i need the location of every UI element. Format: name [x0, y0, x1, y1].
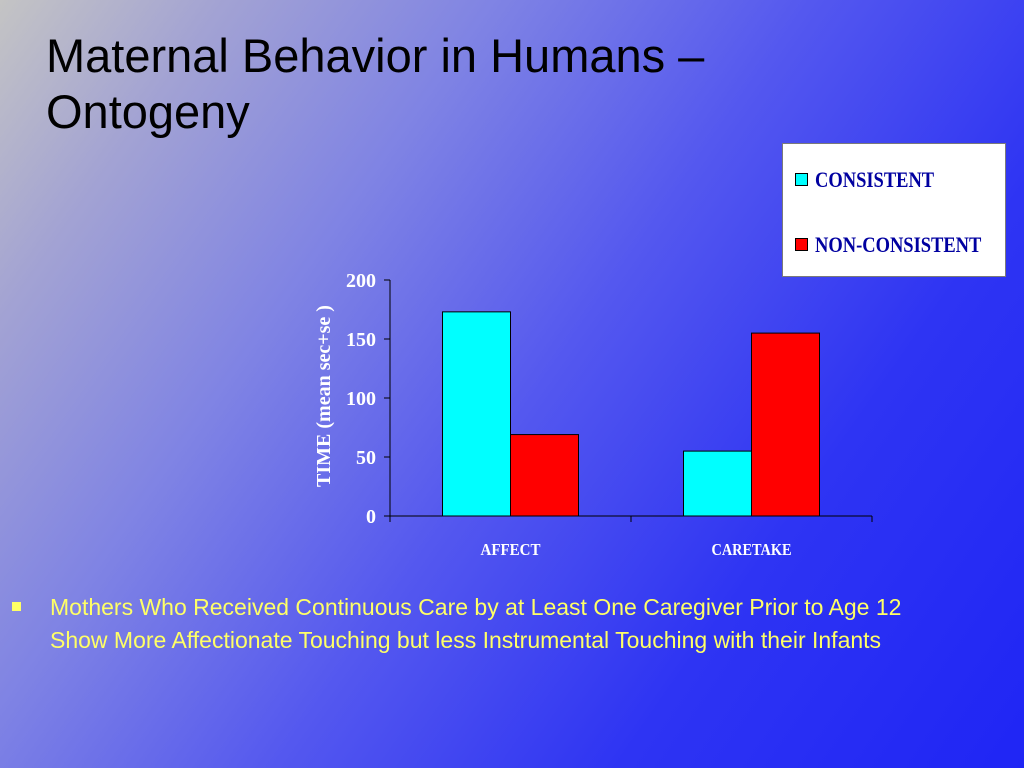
bar-caretake-non-consistent	[751, 332, 820, 517]
legend-swatch-non-consistent	[795, 238, 808, 251]
legend-label-non-consistent: NON-CONSISTENT	[815, 232, 982, 257]
legend-swatch-consistent	[795, 173, 808, 186]
x-tick-label-affect: AFFECT	[481, 540, 542, 559]
y-tick-label: 200	[346, 270, 376, 292]
bullet-text: Mothers Who Received Continuous Care by …	[50, 594, 902, 653]
slide-title-line-1: Maternal Behavior in Humans –	[46, 29, 705, 82]
slide-title: Maternal Behavior in Humans – Ontogeny	[46, 28, 946, 140]
bar-affect-non-consistent	[510, 434, 579, 517]
bar-chart: TIME (mean sec+se ) 0 50 100 150 200 AFFECT CA…	[313, 270, 873, 559]
chart-legend: CONSISTENT NON-CONSISTENT	[782, 143, 1006, 277]
y-tick-label: 50	[356, 447, 376, 469]
y-tick-label: 0	[366, 506, 376, 528]
y-tick-label: 150	[346, 329, 376, 351]
x-tick-label-caretake: CARETAKE	[712, 540, 792, 559]
bar-affect-consistent	[442, 311, 511, 517]
chart-marks: 0 50 100 150 200 AFFECT CARETAKE	[346, 270, 873, 559]
y-tick-label: 100	[346, 388, 376, 410]
slide-title-line-2: Ontogeny	[46, 85, 250, 138]
bullet-square-icon	[12, 602, 21, 611]
legend-label-consistent: CONSISTENT	[815, 167, 935, 192]
y-axis-label: TIME (mean sec+se )	[313, 305, 335, 487]
bar-caretake-consistent	[683, 450, 752, 517]
